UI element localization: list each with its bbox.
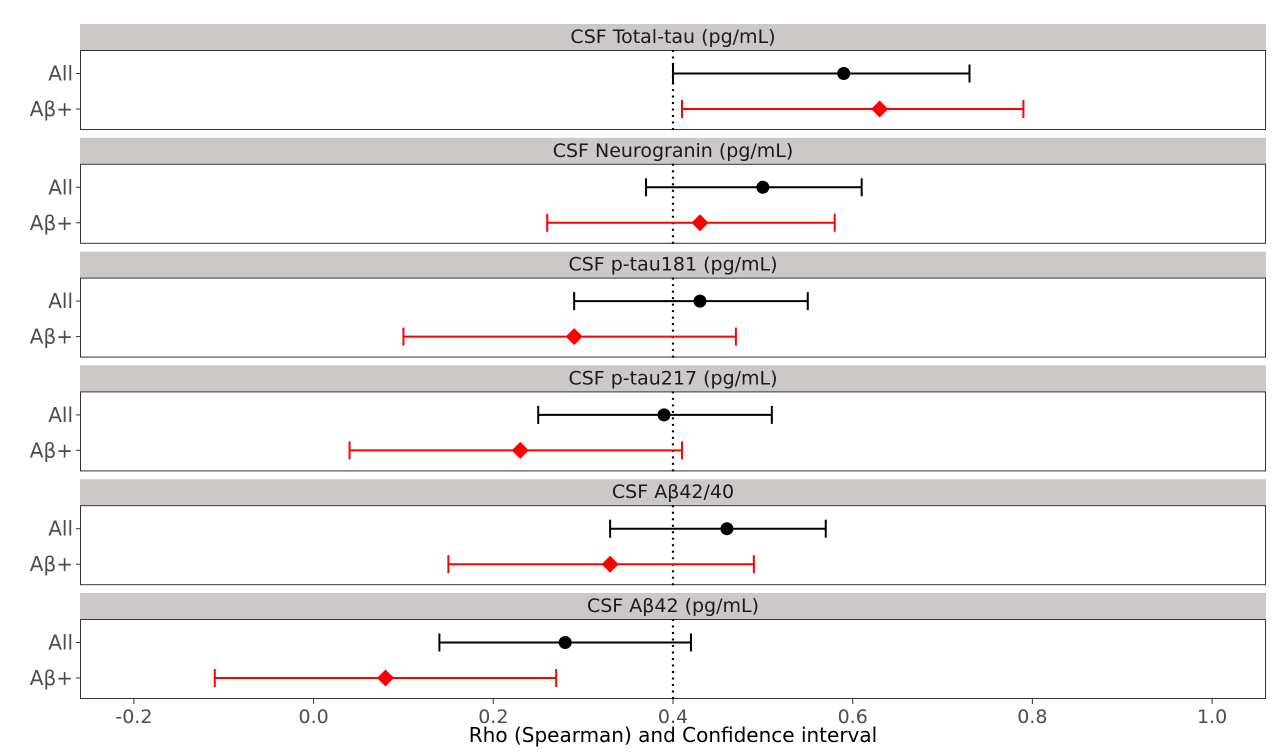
x-tick-label: -0.2	[115, 706, 152, 728]
panel-title: CSF Neurogranin (pg/mL)	[553, 140, 794, 162]
panel-strip	[80, 593, 1266, 619]
panel-title: CSF p-tau181 (pg/mL)	[568, 254, 777, 276]
panel-title: CSF Aβ42 (pg/mL)	[587, 595, 759, 617]
estimate-diamond	[691, 214, 709, 232]
row-label: All	[48, 289, 73, 313]
marks-layer	[213, 64, 1025, 687]
row-label: Aβ+	[30, 325, 73, 349]
estimate-diamond	[376, 669, 394, 687]
x-tick-label: 0.4	[658, 706, 688, 728]
x-tick-label: 0.0	[298, 706, 328, 728]
estimate-diamond	[511, 441, 529, 459]
estimate-point	[657, 408, 671, 422]
panel-strip	[80, 479, 1266, 506]
x-tick-label: 1.0	[1197, 706, 1227, 728]
x-tick-label: 0.2	[478, 706, 508, 728]
panel-strip	[80, 24, 1266, 50]
panel-title: CSF Aβ42/40	[612, 481, 734, 503]
panels-layer: CSF Total-tau (pg/mL) All Aβ+ CSF Neurogran…	[30, 24, 1266, 699]
estimate-diamond	[601, 555, 619, 573]
panel-strip	[80, 365, 1266, 392]
row-label: All	[48, 631, 73, 655]
panel-title: CSF Total-tau (pg/mL)	[570, 26, 775, 48]
row-label: Aβ+	[30, 552, 73, 576]
estimate-point	[558, 636, 572, 649]
x-axis: -0.2 0.0 0.2 0.4 0.6 0.8 1.0	[115, 699, 1227, 728]
panel-strip	[80, 137, 1266, 164]
panel-strip	[80, 251, 1266, 278]
estimate-point	[693, 294, 707, 308]
estimate-point	[720, 522, 734, 536]
row-label: Aβ+	[30, 666, 73, 690]
estimate-point	[837, 67, 851, 80]
estimate-point	[756, 180, 770, 194]
x-axis-title: Rho (Spearman) and Confidence interval	[469, 723, 877, 747]
panel-title: CSF p-tau217 (pg/mL)	[568, 367, 777, 389]
estimate-diamond	[871, 100, 889, 118]
x-tick-label: 0.8	[1017, 706, 1047, 728]
row-label: Aβ+	[30, 438, 73, 462]
x-tick-label: 0.6	[838, 706, 868, 728]
row-label: All	[48, 403, 73, 427]
row-label: Aβ+	[30, 97, 73, 121]
row-label: All	[48, 517, 73, 541]
estimate-diamond	[565, 328, 583, 346]
row-label: All	[48, 62, 73, 86]
row-label: Aβ+	[30, 211, 73, 235]
row-label: All	[48, 175, 73, 199]
